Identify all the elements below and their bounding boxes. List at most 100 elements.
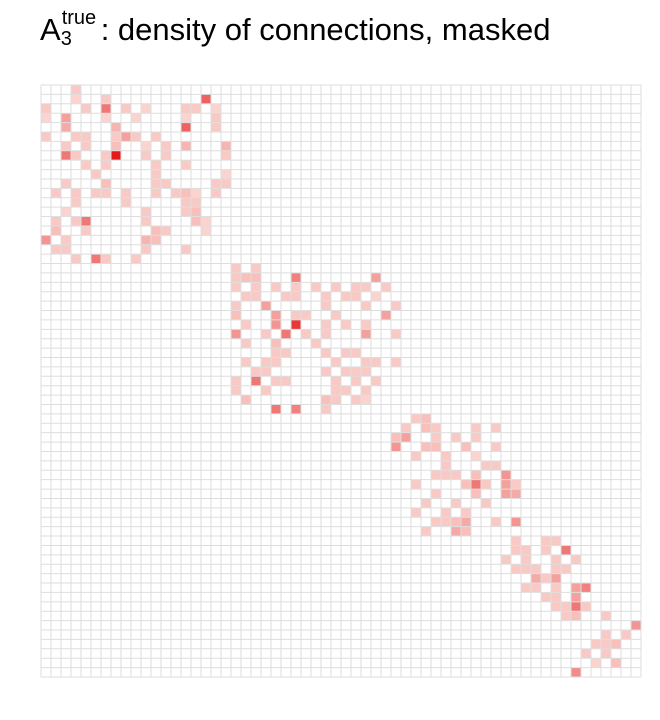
heatmap-cell xyxy=(431,423,441,433)
heatmap-cell xyxy=(321,348,331,358)
heatmap-cell xyxy=(371,291,381,302)
heatmap-cell xyxy=(551,536,561,546)
heatmap-cell xyxy=(181,113,191,123)
heatmap-cell xyxy=(361,385,371,396)
heatmap-cell xyxy=(501,554,511,565)
heatmap-panel xyxy=(40,84,644,680)
heatmap-cell xyxy=(91,188,101,198)
heatmap-cell xyxy=(231,272,241,283)
heatmap-cell xyxy=(251,376,261,386)
heatmap-cell xyxy=(201,216,211,226)
heatmap-cell xyxy=(521,583,531,593)
heatmap-cell xyxy=(491,423,501,433)
heatmap-cell xyxy=(381,310,391,320)
heatmap-cell xyxy=(391,442,401,452)
title-superscript: true xyxy=(61,7,97,29)
heatmap-cell xyxy=(511,564,521,574)
heatmap-cell xyxy=(211,178,221,189)
heatmap-cell xyxy=(491,442,501,452)
heatmap-cell xyxy=(411,413,421,424)
heatmap-cell xyxy=(541,592,551,602)
heatmap-cell xyxy=(181,207,191,217)
heatmap-cell xyxy=(501,479,511,490)
heatmap-cell xyxy=(261,301,271,311)
heatmap-cell xyxy=(391,301,401,311)
heatmap-cell xyxy=(41,113,51,123)
title-subscript: 3 xyxy=(60,28,72,50)
heatmap-cell xyxy=(551,601,561,612)
heatmap-cell xyxy=(261,366,271,377)
heatmap-cell xyxy=(111,150,121,161)
heatmap-cell xyxy=(101,178,111,189)
heatmap-cell xyxy=(551,564,561,574)
heatmap-cell xyxy=(221,150,231,161)
heatmap-cell xyxy=(331,376,341,386)
heatmap-cell xyxy=(321,301,331,311)
heatmap-cell xyxy=(111,131,121,142)
heatmap-cell xyxy=(41,103,51,114)
heatmap-cell xyxy=(71,85,81,95)
heatmap-cell xyxy=(491,517,501,527)
heatmap-cell xyxy=(361,395,371,405)
heatmap-cell xyxy=(61,113,71,123)
heatmap-cell xyxy=(481,460,491,471)
heatmap-cell xyxy=(161,141,171,151)
heatmap-cell xyxy=(551,573,561,584)
heatmap-cell xyxy=(81,141,91,151)
heatmap-cell xyxy=(71,197,81,208)
heatmap-cell xyxy=(161,225,171,236)
heatmap-cell xyxy=(151,178,161,189)
heatmap-cell xyxy=(321,319,331,330)
heatmap-cell xyxy=(251,366,261,377)
heatmap-cell xyxy=(341,291,351,302)
heatmap-cell xyxy=(61,178,71,189)
heatmap-cell xyxy=(471,451,481,461)
heatmap-cell xyxy=(411,479,421,490)
heatmap-cell xyxy=(231,385,241,396)
heatmap-cell xyxy=(471,432,481,443)
heatmap-cell xyxy=(571,667,581,677)
heatmap-cell xyxy=(441,451,451,461)
heatmap-cell xyxy=(511,545,521,555)
heatmap-cell xyxy=(461,526,471,537)
heatmap-cell xyxy=(401,423,411,433)
heatmap-cell xyxy=(91,169,101,179)
heatmap-cell xyxy=(71,254,81,264)
heatmap-cell xyxy=(231,310,241,320)
heatmap-cell xyxy=(221,169,231,179)
heatmap-cell xyxy=(291,319,301,330)
heatmap-cell xyxy=(581,583,591,593)
heatmap-cell xyxy=(161,178,171,189)
heatmap-cell xyxy=(371,272,381,283)
heatmap-cell xyxy=(241,272,251,283)
heatmap-cell xyxy=(541,573,551,584)
heatmap-cell xyxy=(141,216,151,226)
heatmap-cell xyxy=(601,648,611,659)
title-text: : density of connections, masked xyxy=(100,12,551,47)
heatmap-cell xyxy=(451,517,461,527)
heatmap-cell xyxy=(231,329,241,339)
heatmap-cell xyxy=(211,103,221,114)
heatmap-cell xyxy=(541,536,551,546)
heatmap-cell xyxy=(511,489,521,499)
heatmap-cell xyxy=(231,263,241,273)
heatmap-cell xyxy=(181,188,191,198)
heatmap-cell xyxy=(101,113,111,123)
heatmap-cell xyxy=(271,348,281,358)
heatmap-cell xyxy=(451,432,461,443)
heatmap-cell xyxy=(521,545,531,555)
heatmap-cell xyxy=(151,188,161,198)
heatmap-cell xyxy=(531,573,541,584)
heatmap-cell xyxy=(181,103,191,114)
heatmap-cell xyxy=(571,592,581,602)
heatmap-cell xyxy=(201,225,211,236)
heatmap-cell xyxy=(191,188,201,198)
heatmap-cell xyxy=(281,376,291,386)
heatmap-cell xyxy=(131,254,141,264)
heatmap-cell xyxy=(141,103,151,114)
heatmap-cell xyxy=(481,498,491,508)
heatmap-cell xyxy=(61,122,71,132)
heatmap-cell xyxy=(181,160,191,170)
heatmap-cell xyxy=(291,404,301,414)
heatmap-cell xyxy=(231,301,241,311)
